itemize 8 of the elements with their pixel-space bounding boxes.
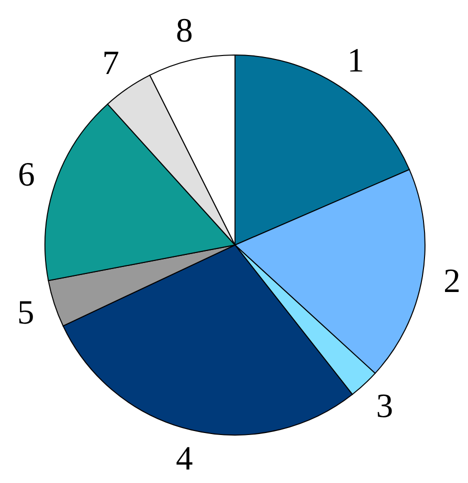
slice-label: 5 bbox=[17, 294, 34, 332]
slice-label: 1 bbox=[347, 42, 364, 80]
slice-label: 2 bbox=[443, 262, 460, 300]
slice-label: 8 bbox=[176, 12, 193, 50]
slice-label: 3 bbox=[376, 388, 394, 425]
slice-label: 6 bbox=[18, 156, 35, 194]
slice-label: 7 bbox=[102, 44, 120, 82]
slice-label: 4 bbox=[176, 440, 193, 478]
